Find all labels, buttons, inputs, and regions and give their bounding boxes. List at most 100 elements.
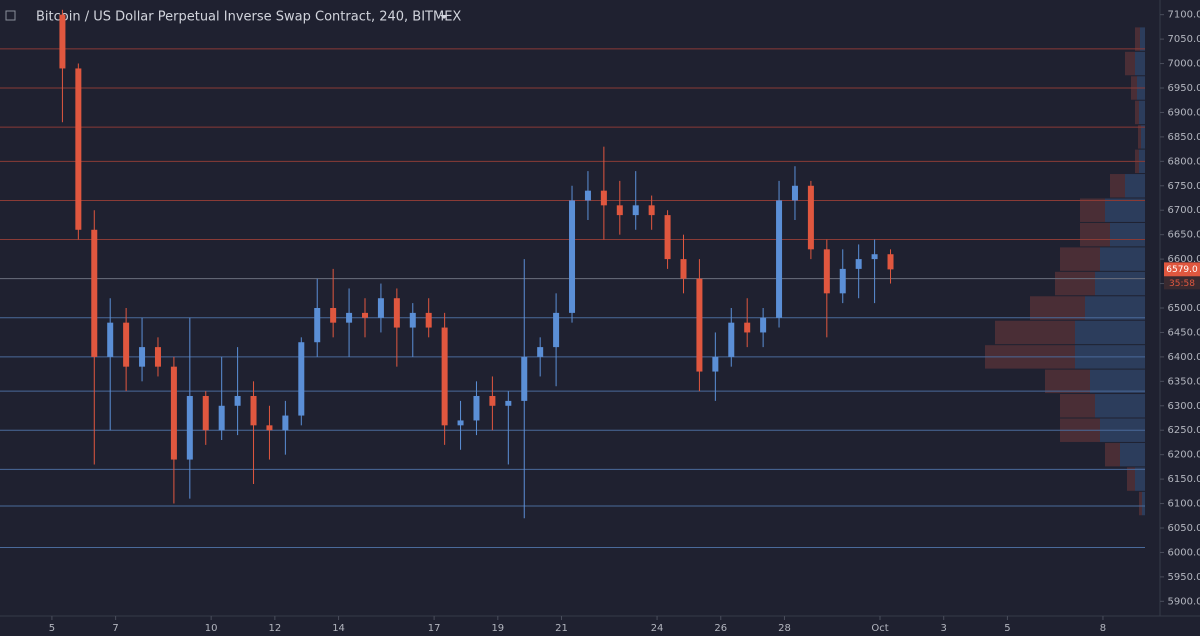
y-tick-label: 7000.0 [1168, 59, 1200, 70]
candle-body [871, 254, 878, 260]
candle-body [887, 254, 894, 270]
candle-body [314, 308, 321, 343]
countdown-bg [1164, 276, 1200, 290]
candle-body [807, 185, 814, 250]
candle-body [107, 322, 114, 357]
x-tick-label: 21 [555, 623, 568, 634]
candle-body [250, 396, 257, 426]
volume-sell [1110, 174, 1125, 198]
candle-body [584, 190, 591, 201]
y-tick-label: 6200.0 [1168, 450, 1200, 461]
candle-body [696, 278, 703, 372]
volume-buy [1125, 174, 1145, 198]
candle-body [170, 366, 177, 460]
volume-sell [1125, 51, 1135, 76]
x-tick-label: 28 [778, 623, 791, 634]
candle-body [664, 215, 671, 260]
x-tick-label: 5 [1004, 623, 1010, 634]
candle-body [505, 400, 512, 406]
volume-buy [1095, 271, 1145, 296]
candle-body [616, 205, 623, 216]
candle-body [330, 308, 337, 323]
candle-body [855, 259, 862, 269]
candle-body [521, 356, 528, 401]
candle-body [728, 322, 735, 357]
y-tick-label: 6100.0 [1168, 499, 1200, 510]
candle-body [346, 312, 353, 323]
candle-body [282, 415, 289, 431]
candle-body [186, 396, 193, 460]
candle-body [266, 425, 273, 431]
volume-buy [1090, 369, 1145, 394]
x-tick-label: 5 [49, 623, 55, 634]
y-tick-label: 6300.0 [1168, 401, 1200, 412]
y-tick-label: 6950.0 [1168, 83, 1200, 94]
y-tick-label: 6850.0 [1168, 132, 1200, 143]
volume-sell [1105, 442, 1120, 467]
dropdown-icon[interactable] [440, 15, 448, 19]
volume-sell [995, 320, 1075, 345]
candle-body [202, 396, 209, 431]
chart-title: Bitcoin / US Dollar Perpetual Inverse Sw… [36, 10, 461, 25]
volume-sell [1127, 467, 1135, 491]
volume-buy [1139, 100, 1145, 125]
volume-buy [1135, 467, 1145, 491]
candle-body [680, 259, 687, 279]
y-tick-label: 6750.0 [1168, 181, 1200, 192]
volume-sell [1080, 222, 1110, 247]
y-tick-label: 7100.0 [1168, 10, 1200, 21]
volume-sell [1060, 247, 1100, 271]
candle-body [139, 347, 146, 367]
price-tag-label: 6579.0 [1166, 265, 1198, 275]
volume-sell [1135, 100, 1139, 125]
volume-sell [1055, 271, 1095, 296]
volume-buy [1105, 198, 1145, 222]
candle-body [744, 322, 751, 333]
x-tick-label: 10 [205, 623, 218, 634]
y-tick-label: 6500.0 [1168, 303, 1200, 314]
expand-icon[interactable] [5, 10, 16, 21]
volume-buy [1100, 247, 1145, 271]
y-tick-label: 6150.0 [1168, 474, 1200, 485]
x-tick-label: 17 [428, 623, 441, 634]
candle-body [298, 342, 305, 416]
candle-body [59, 14, 66, 69]
x-tick-label: 3 [941, 623, 947, 634]
candle-body [361, 312, 368, 318]
candle-body [760, 317, 767, 333]
volume-sell [1139, 491, 1142, 516]
candle-body [409, 312, 416, 328]
x-tick-label: 24 [651, 623, 664, 634]
candle-body [473, 396, 480, 421]
candle-body [75, 68, 82, 230]
candle-body [839, 268, 846, 294]
candle-body [776, 200, 783, 318]
volume-buy [1140, 27, 1145, 51]
y-tick-label: 6700.0 [1168, 205, 1200, 216]
x-tick-label: 8 [1100, 623, 1106, 634]
candle-body [553, 312, 560, 348]
x-tick-label: Oct [871, 623, 888, 634]
volume-buy [1120, 442, 1145, 467]
volume-buy [1085, 296, 1145, 320]
price-tag [1164, 262, 1200, 277]
volume-buy [1141, 125, 1145, 149]
volume-sell [1030, 296, 1085, 320]
candle-body [648, 205, 655, 216]
volume-buy [1142, 491, 1145, 516]
y-tick-label: 6900.0 [1168, 107, 1200, 118]
candle-body [377, 298, 384, 318]
y-tick-label: 6350.0 [1168, 376, 1200, 387]
y-tick-label: 6650.0 [1168, 230, 1200, 241]
candle-body [537, 347, 544, 357]
candle-body [823, 249, 830, 294]
x-tick-label: 12 [268, 623, 281, 634]
y-tick-label: 5900.0 [1168, 596, 1200, 607]
candle-body [91, 229, 98, 357]
volume-buy [1135, 51, 1145, 76]
y-tick-label: 6800.0 [1168, 156, 1200, 167]
candle-body [569, 200, 576, 313]
y-tick-label: 6400.0 [1168, 352, 1200, 363]
